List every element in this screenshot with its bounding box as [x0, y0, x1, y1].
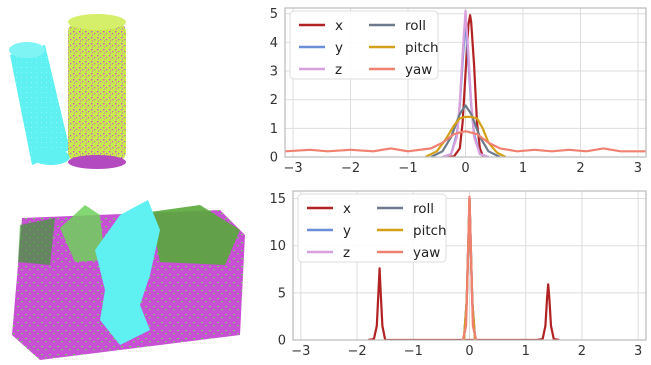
legend-label-x: x: [335, 18, 343, 34]
legend-label-pitch: pitch: [405, 40, 439, 56]
y-tick-label: 15: [269, 192, 286, 207]
axes: −3 −2 −1 0 1 2 3 0 5 10 15: [269, 190, 647, 359]
y-tick-label: 10: [269, 239, 286, 254]
x-tick-label: −2: [341, 161, 360, 176]
x-tick-label: −3: [291, 344, 310, 359]
chart-bottom: −3 −2 −1 0 1 2 3 0 5 10 15 xyz roll pitch yaw: [269, 190, 647, 359]
x-tick-label: 0: [461, 161, 469, 176]
legend-box: [297, 193, 447, 263]
legend-label-x: x: [343, 201, 351, 217]
axes: −3 −2 −1 0 1 2 3 0 1 2 3 4 5: [270, 7, 647, 176]
series-line-x: [448, 14, 489, 157]
y-tick-label: 0: [270, 151, 278, 166]
legend-label-yaw: yaw: [413, 245, 440, 261]
legend-label-roll: roll: [413, 201, 434, 217]
plot-frame: [292, 190, 647, 341]
y-tick-label: 4: [270, 36, 278, 51]
chart-top: −3 −2 −1 0 1 2 3 0 1 2 3 4 5 xyz roll pitch yaw: [270, 7, 647, 176]
x-tick-label: 0: [465, 344, 473, 359]
x-tick-label: 1: [522, 344, 530, 359]
series-line-yaw: [461, 195, 478, 340]
series-line-z: [442, 9, 489, 157]
y-tick-label: 3: [270, 65, 278, 80]
legend-label-y: y: [335, 40, 343, 56]
x-tick-label: 2: [578, 344, 586, 359]
y-tick-label: 5: [270, 7, 278, 22]
y-tick-label: 1: [270, 122, 278, 137]
two-cylinders-render: [9, 14, 126, 169]
legend-label-pitch: pitch: [413, 223, 447, 239]
plot-frame: [284, 7, 647, 158]
point-cloud-renders: [9, 14, 245, 360]
y-tick-label: 5: [278, 286, 286, 301]
x-tick-label: −1: [398, 161, 417, 176]
legend-box: [289, 10, 439, 80]
x-tick-label: −3: [283, 161, 302, 176]
series-line-yaw: [285, 130, 646, 153]
x-tick-label: 2: [576, 161, 584, 176]
y-tick-label: 2: [270, 93, 278, 108]
legend: xyz roll pitch yaw: [289, 10, 439, 80]
series-layer: [368, 195, 560, 340]
x-tick-label: −1: [404, 344, 423, 359]
x-tick-label: 3: [634, 161, 642, 176]
x-tick-label: 1: [519, 161, 527, 176]
x-tick-label: −2: [347, 344, 366, 359]
y-tick-label: 0: [278, 334, 286, 349]
legend-label-y: y: [343, 223, 351, 239]
legend-label-roll: roll: [405, 18, 426, 34]
series-layer: [285, 9, 646, 157]
legend-label-yaw: yaw: [405, 62, 432, 78]
legend-label-z: z: [343, 245, 350, 261]
series-line-x: [368, 267, 560, 340]
x-tick-label: 3: [634, 344, 642, 359]
legend-label-z: z: [335, 62, 342, 78]
series-line-roll: [430, 104, 501, 157]
legend: xyz roll pitch yaw: [297, 193, 447, 263]
block-point-cloud-render: [12, 200, 245, 360]
